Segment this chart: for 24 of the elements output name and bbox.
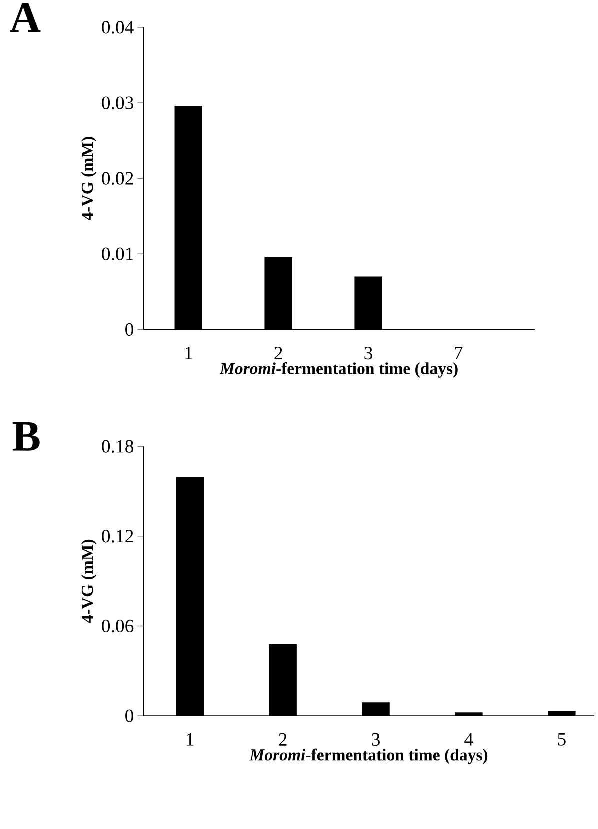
x-tick-label: 3 <box>372 733 380 746</box>
chart-title: B <box>12 422 40 451</box>
x-tick-label: 7 <box>454 347 462 360</box>
chart-title: A <box>10 3 41 32</box>
x-axis-title: Moromi-fermentation time (days) <box>249 748 488 764</box>
y-axis-title: 4-VG (mM) <box>81 540 96 624</box>
x-tick-label: 1 <box>185 347 192 360</box>
y-axis-title: 4-VG (mM) <box>81 137 96 221</box>
y-tick-label: 0 <box>125 710 134 722</box>
y-tick-label: 0.04 <box>102 21 134 34</box>
y-tick-label: 0.06 <box>102 620 134 633</box>
y-tick-label: 0 <box>125 323 134 336</box>
x-axis-title: Moromi-fermentation time (days) <box>220 362 458 378</box>
x-tick-label: 2 <box>274 347 282 360</box>
y-tick-label: 0.01 <box>102 248 133 260</box>
x-tick-label: 5 <box>558 733 566 746</box>
y-tick-label: 0.03 <box>102 96 134 110</box>
x-tick-label: 1 <box>186 733 194 746</box>
x-tick-label: 4 <box>464 733 474 746</box>
x-tick-label: 2 <box>279 733 287 746</box>
y-tick-label: 0.02 <box>102 172 133 185</box>
y-tick-label: 0.18 <box>102 440 134 453</box>
y-tick-label: 0.12 <box>102 530 133 543</box>
x-tick-label: 3 <box>364 347 372 360</box>
